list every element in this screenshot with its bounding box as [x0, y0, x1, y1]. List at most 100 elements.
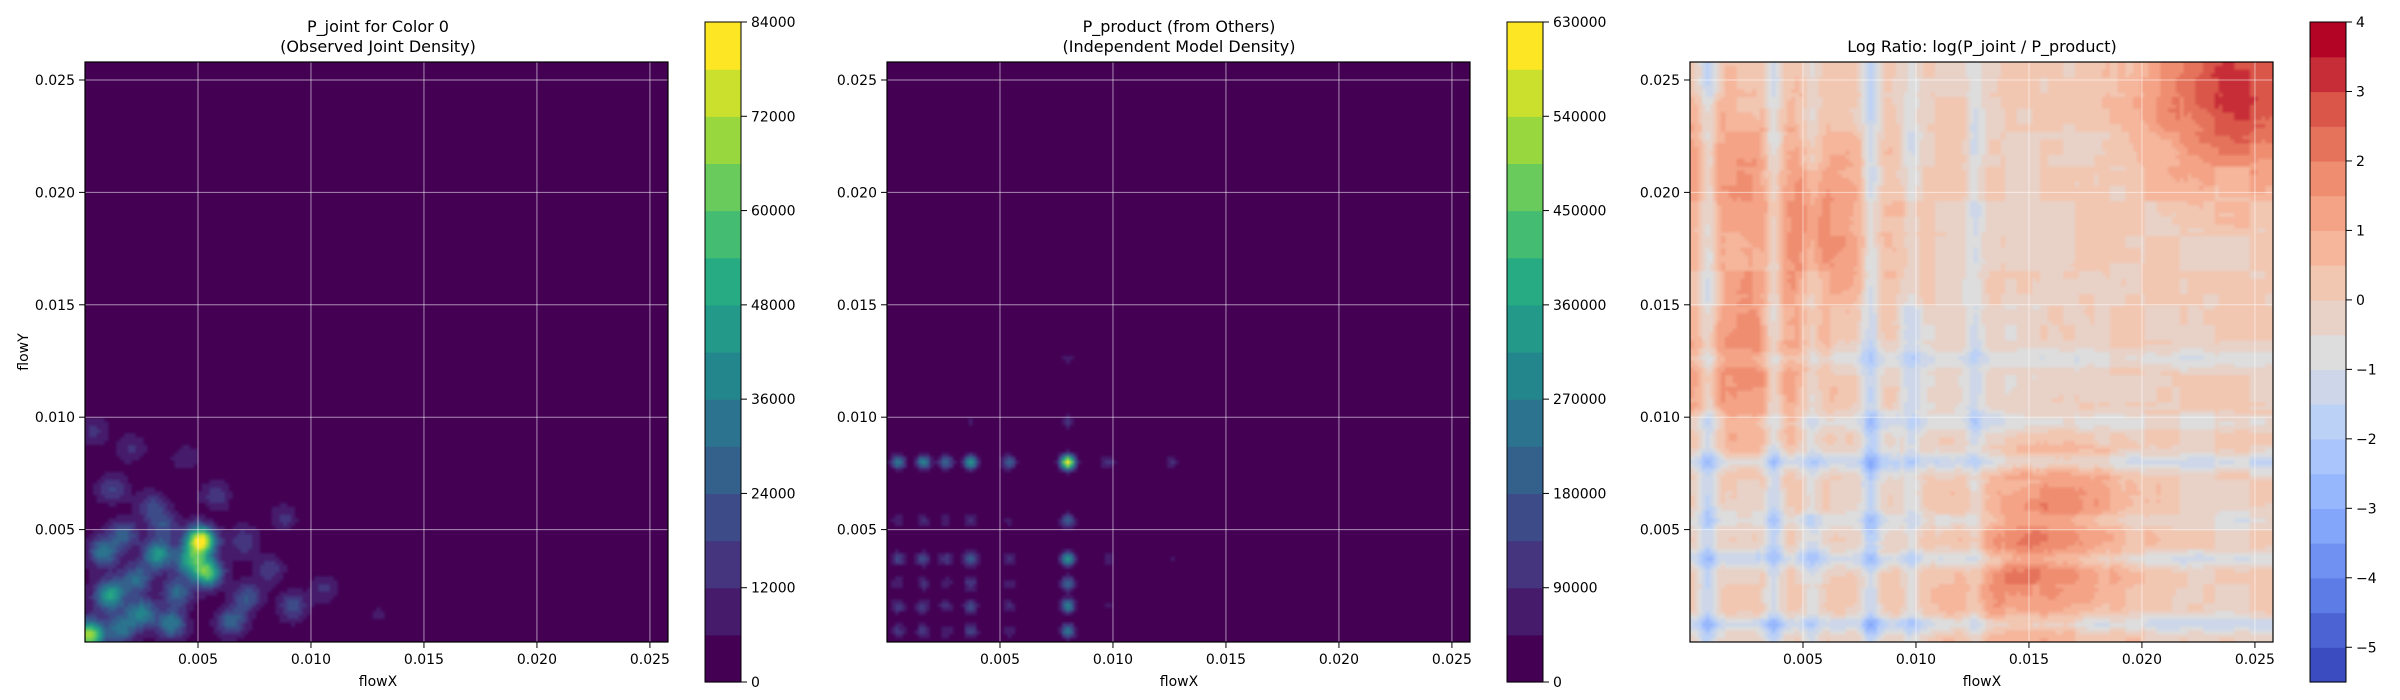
colorbar-tick-label: 630000 — [1553, 15, 1606, 31]
colorbar-segment — [1507, 304, 1543, 353]
colorbar-segment — [2310, 577, 2346, 614]
colorbar-segment — [2310, 22, 2346, 58]
x-axis-label: flowX — [1160, 674, 1199, 690]
x-tick-label: 0.020 — [1319, 652, 1359, 668]
colorbar-tick-label: 450000 — [1553, 204, 1606, 220]
colorbar-tick-label: 0 — [751, 675, 760, 691]
chart-title: P_joint for Color 0 — [307, 17, 449, 37]
colorbar-segment — [1507, 69, 1543, 117]
y-tick-label: 0.025 — [837, 73, 877, 89]
colorbar-tick-label: 60000 — [751, 204, 796, 220]
colorbar-segment — [705, 163, 741, 212]
colorbar-tick-label: 180000 — [1553, 486, 1606, 502]
colorbar-tick-label: 360000 — [1553, 298, 1606, 314]
colorbar-segment — [1507, 446, 1543, 495]
axes-frame — [84, 61, 669, 643]
colorbar-tick-label: −4 — [2356, 571, 2377, 587]
colorbar-frame — [2309, 21, 2347, 683]
y-tick-label: 0.010 — [35, 410, 75, 426]
colorbar-segment — [1507, 634, 1543, 683]
colorbar-tick-label: −5 — [2356, 640, 2377, 656]
colorbar-tick-label: 48000 — [751, 298, 796, 314]
x-tick-label: 0.015 — [404, 652, 444, 668]
panel-independent-model-density: P_product (from Others) (Independent Mod… — [837, 15, 1607, 691]
y-tick-label: 0.015 — [35, 298, 75, 314]
colorbar-segment — [2310, 334, 2346, 370]
x-tick-label: 0.010 — [1896, 652, 1936, 668]
x-tick-label: 0.005 — [1783, 652, 1823, 668]
colorbar-tick-label: −3 — [2356, 501, 2377, 517]
colorbar-segment — [1507, 210, 1543, 259]
colorbar-segment — [1507, 493, 1543, 542]
colorbar-tick-label: 0 — [1553, 675, 1562, 691]
colorbar-tick-label: 540000 — [1553, 109, 1606, 125]
colorbar-tick-label: 90000 — [1553, 581, 1598, 597]
heatmap-field — [85, 62, 668, 642]
x-tick-label: 0.025 — [1432, 652, 1472, 668]
chart-title: P_product (from Others) — [1083, 17, 1276, 37]
chart-title: Log Ratio: log(P_joint / P_product) — [1847, 37, 2117, 57]
colorbar-segment — [1507, 399, 1543, 447]
colorbar-segment — [2310, 230, 2346, 266]
colorbar-tick-label: 4 — [2356, 15, 2365, 31]
colorbar-segment — [2310, 508, 2346, 544]
y-tick-label: 0.005 — [837, 523, 877, 539]
colorbar-segment — [2310, 91, 2346, 127]
chart-subtitle: (Independent Model Density) — [1063, 37, 1296, 56]
x-axis-label: flowX — [359, 674, 398, 690]
colorbar-segment — [1507, 163, 1543, 212]
colorbar-segment — [705, 257, 741, 306]
x-tick-label: 0.020 — [2122, 652, 2162, 668]
colorbar-tick-label: 2 — [2356, 154, 2365, 170]
colorbar-segment — [2310, 265, 2346, 301]
colorbar-segment — [2310, 126, 2346, 162]
colorbar-segment — [2310, 195, 2346, 232]
panel-observed-joint-density: P_joint for Color 0 (Observed Joint Dens… — [16, 15, 796, 691]
x-tick-label: 0.025 — [630, 652, 670, 668]
colorbar-segment — [705, 446, 741, 495]
colorbar-segment — [1507, 257, 1543, 306]
y-tick-label: 0.010 — [837, 410, 877, 426]
colorbar-segment — [2310, 543, 2346, 579]
x-axis-label: flowX — [1963, 674, 2002, 690]
colorbar-segment — [705, 69, 741, 117]
x-tick-label: 0.015 — [2009, 652, 2049, 668]
axes-frame — [1689, 61, 2274, 643]
colorbar-frame — [1506, 21, 1544, 683]
heatmap-field — [887, 62, 1470, 642]
colorbar-segment — [705, 352, 741, 400]
colorbar-segment — [2310, 404, 2346, 440]
x-tick-label: 0.005 — [980, 652, 1020, 668]
colorbar-segment — [1507, 587, 1543, 636]
y-tick-label: 0.020 — [1640, 185, 1680, 201]
colorbar-segment — [2310, 56, 2346, 93]
colorbar-frame — [704, 21, 742, 683]
x-tick-label: 0.020 — [517, 652, 557, 668]
colorbar-tick-label: −2 — [2356, 432, 2377, 448]
y-tick-label: 0.015 — [1640, 298, 1680, 314]
colorbar-tick-label: 36000 — [751, 392, 796, 408]
colorbar-tick-label: 3 — [2356, 84, 2365, 100]
colorbar-segment — [1507, 352, 1543, 400]
colorbar-tick-label: 12000 — [751, 581, 796, 597]
y-tick-label: 0.020 — [35, 185, 75, 201]
colorbar-segment — [705, 493, 741, 542]
colorbar-segment — [2310, 299, 2346, 336]
colorbar-segment — [705, 22, 741, 70]
colorbar-tick-label: 0 — [2356, 293, 2365, 309]
colorbar-tick-label: 84000 — [751, 15, 796, 31]
heatmap-field — [1690, 62, 2273, 642]
colorbar-segment — [1507, 22, 1543, 70]
y-axis-label: flowY — [16, 333, 32, 371]
colorbar-segment — [705, 634, 741, 683]
colorbar-segment — [1507, 116, 1543, 165]
y-tick-label: 0.020 — [837, 185, 877, 201]
colorbar-segment — [705, 587, 741, 636]
colorbar-segment — [705, 116, 741, 165]
colorbar-segment — [705, 210, 741, 259]
chart-subtitle: (Observed Joint Density) — [280, 37, 476, 56]
colorbar-tick-label: 1 — [2356, 223, 2365, 239]
colorbar-segment — [705, 540, 741, 589]
colorbar-segment — [2310, 160, 2346, 197]
y-tick-label: 0.025 — [35, 73, 75, 89]
